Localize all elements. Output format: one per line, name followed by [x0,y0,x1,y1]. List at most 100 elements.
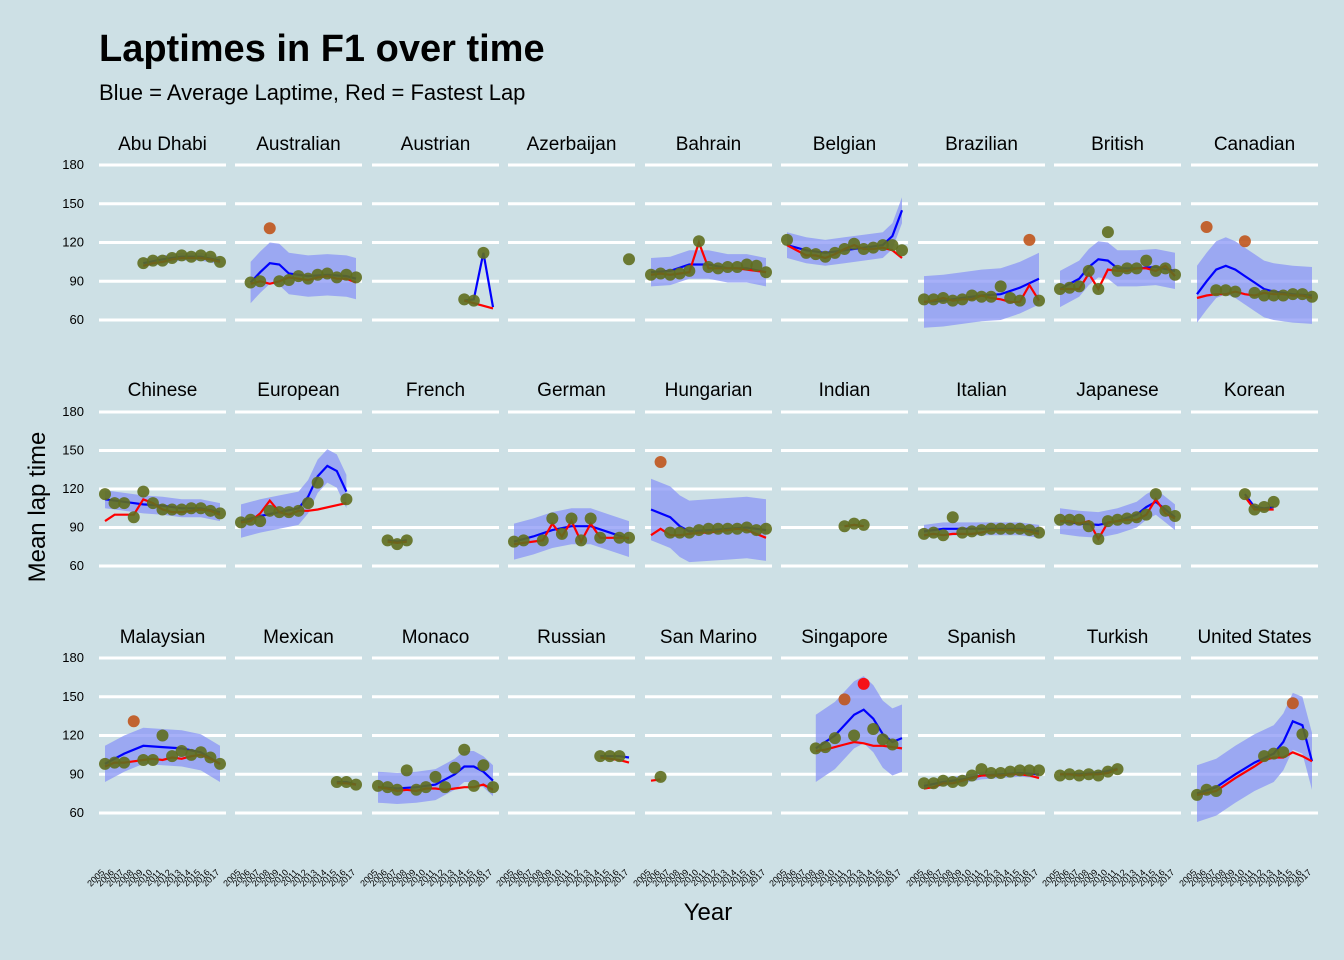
data-point [750,259,763,272]
panel-strip-label: Hungarian [665,380,753,401]
data-point [185,250,198,263]
data-point [1073,769,1086,782]
data-point [137,754,150,767]
data-point [487,781,499,794]
data-point [975,524,988,537]
panel-strip-label: Japanese [1076,380,1158,401]
data-point [702,261,715,274]
data-point [1082,768,1095,781]
data-point [800,246,813,259]
data-point [1130,511,1143,524]
data-point [721,261,734,274]
data-point [381,534,394,547]
data-point [603,750,616,763]
panel-strip-label: Abu Dhabi [118,134,207,155]
data-point [1229,285,1242,298]
panel-belgian: Belgian [781,134,908,322]
panel-strip-label: Korean [1224,380,1285,401]
data-point [975,763,988,776]
data-point [156,729,169,742]
panel-strip-label: Azerbaijan [527,134,617,155]
panel-australian: Australian [235,134,362,322]
data-point [692,235,705,248]
data-point [594,531,607,544]
data-point [340,268,353,281]
data-point [1306,290,1318,303]
data-point [956,774,969,787]
data-point [828,732,841,745]
panel-hungarian: Hungarian [645,380,772,568]
data-point [1296,288,1309,301]
data-point [391,538,404,551]
data-point [1258,750,1271,763]
data-point [381,781,394,794]
data-point [99,488,111,501]
panel-french: French [372,380,499,568]
confidence-band [815,676,902,782]
data-point [1169,268,1181,281]
data-point [555,527,568,540]
data-point [429,770,442,783]
data-point [985,766,998,779]
data-point [886,738,899,751]
panel-singapore: Singapore2005200620072008200920102011201… [767,627,908,889]
data-point [118,497,131,510]
y-tick-label: 150 [62,196,84,211]
data-point [185,502,198,515]
panel-european: European [235,380,362,568]
data-point [439,781,452,794]
data-point [654,267,667,280]
data-point [750,524,763,537]
data-point [1121,262,1134,275]
data-point [127,511,140,524]
data-point [1101,515,1114,528]
data-point [1023,524,1036,537]
data-point [1210,785,1223,798]
panel-strip-label: Chinese [128,380,198,401]
data-point [185,748,198,761]
data-point [330,271,343,284]
panel-german: German [508,380,635,568]
data-point [946,294,959,307]
panel-strip-label: United States [1197,627,1311,648]
panel-japanese: Japanese [1054,380,1181,568]
data-point [1101,226,1114,239]
data-point [108,756,121,769]
data-point [886,239,899,252]
data-point [1033,294,1045,307]
panel-strip-label: Singapore [801,627,888,648]
panel-turkish: Turkish200520062007200820092010201120122… [1040,627,1181,889]
data-point [146,254,159,267]
data-point [876,239,889,252]
data-point [254,515,267,528]
panel-abu-dhabi: Abu Dhabi [99,134,226,322]
data-point [1140,508,1153,521]
data-point [683,526,696,539]
data-point [994,280,1007,293]
data-point [400,534,413,547]
data-point [1063,768,1076,781]
data-point [760,522,772,535]
panel-strip-label: German [537,380,606,401]
chart-title: Laptimes in F1 over time [99,28,545,70]
data-point [99,757,111,770]
data-point [1267,495,1280,508]
data-point [458,293,471,306]
y-tick-label: 180 [62,157,84,172]
panel-strip-label: Turkish [1087,627,1149,648]
data-point [654,456,667,469]
confidence-band [514,508,629,560]
data-point [330,776,343,788]
data-point [1063,513,1076,526]
data-point [166,503,179,516]
panel-strip-label: Brazilian [945,134,1018,155]
data-point [584,512,597,525]
data-point [594,750,607,763]
data-point [1149,488,1162,501]
data-point [350,778,362,791]
panel-indian: Indian [781,380,908,568]
data-point [819,741,832,754]
data-point [781,233,793,246]
data-point [1258,289,1271,302]
data-point [623,531,635,544]
